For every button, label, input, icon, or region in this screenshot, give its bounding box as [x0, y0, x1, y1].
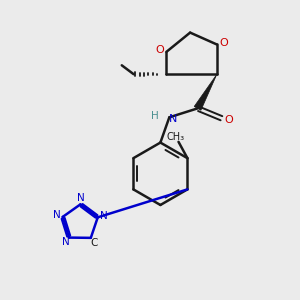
Text: O: O	[155, 45, 164, 56]
Text: CH₃: CH₃	[167, 132, 184, 142]
Text: N: N	[100, 211, 107, 220]
Text: H: H	[152, 111, 159, 121]
Text: N: N	[76, 194, 84, 203]
Text: N: N	[62, 237, 70, 248]
Text: C: C	[91, 238, 98, 248]
Polygon shape	[194, 74, 217, 110]
Text: N: N	[169, 114, 177, 124]
Text: N: N	[53, 210, 61, 220]
Text: O: O	[224, 115, 233, 125]
Text: O: O	[219, 38, 228, 48]
